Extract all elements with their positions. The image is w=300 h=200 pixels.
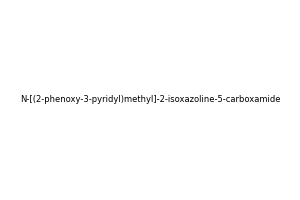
Text: N-[(2-phenoxy-3-pyridyl)methyl]-2-isoxazoline-5-carboxamide: N-[(2-phenoxy-3-pyridyl)methyl]-2-isoxaz… [20, 96, 280, 104]
